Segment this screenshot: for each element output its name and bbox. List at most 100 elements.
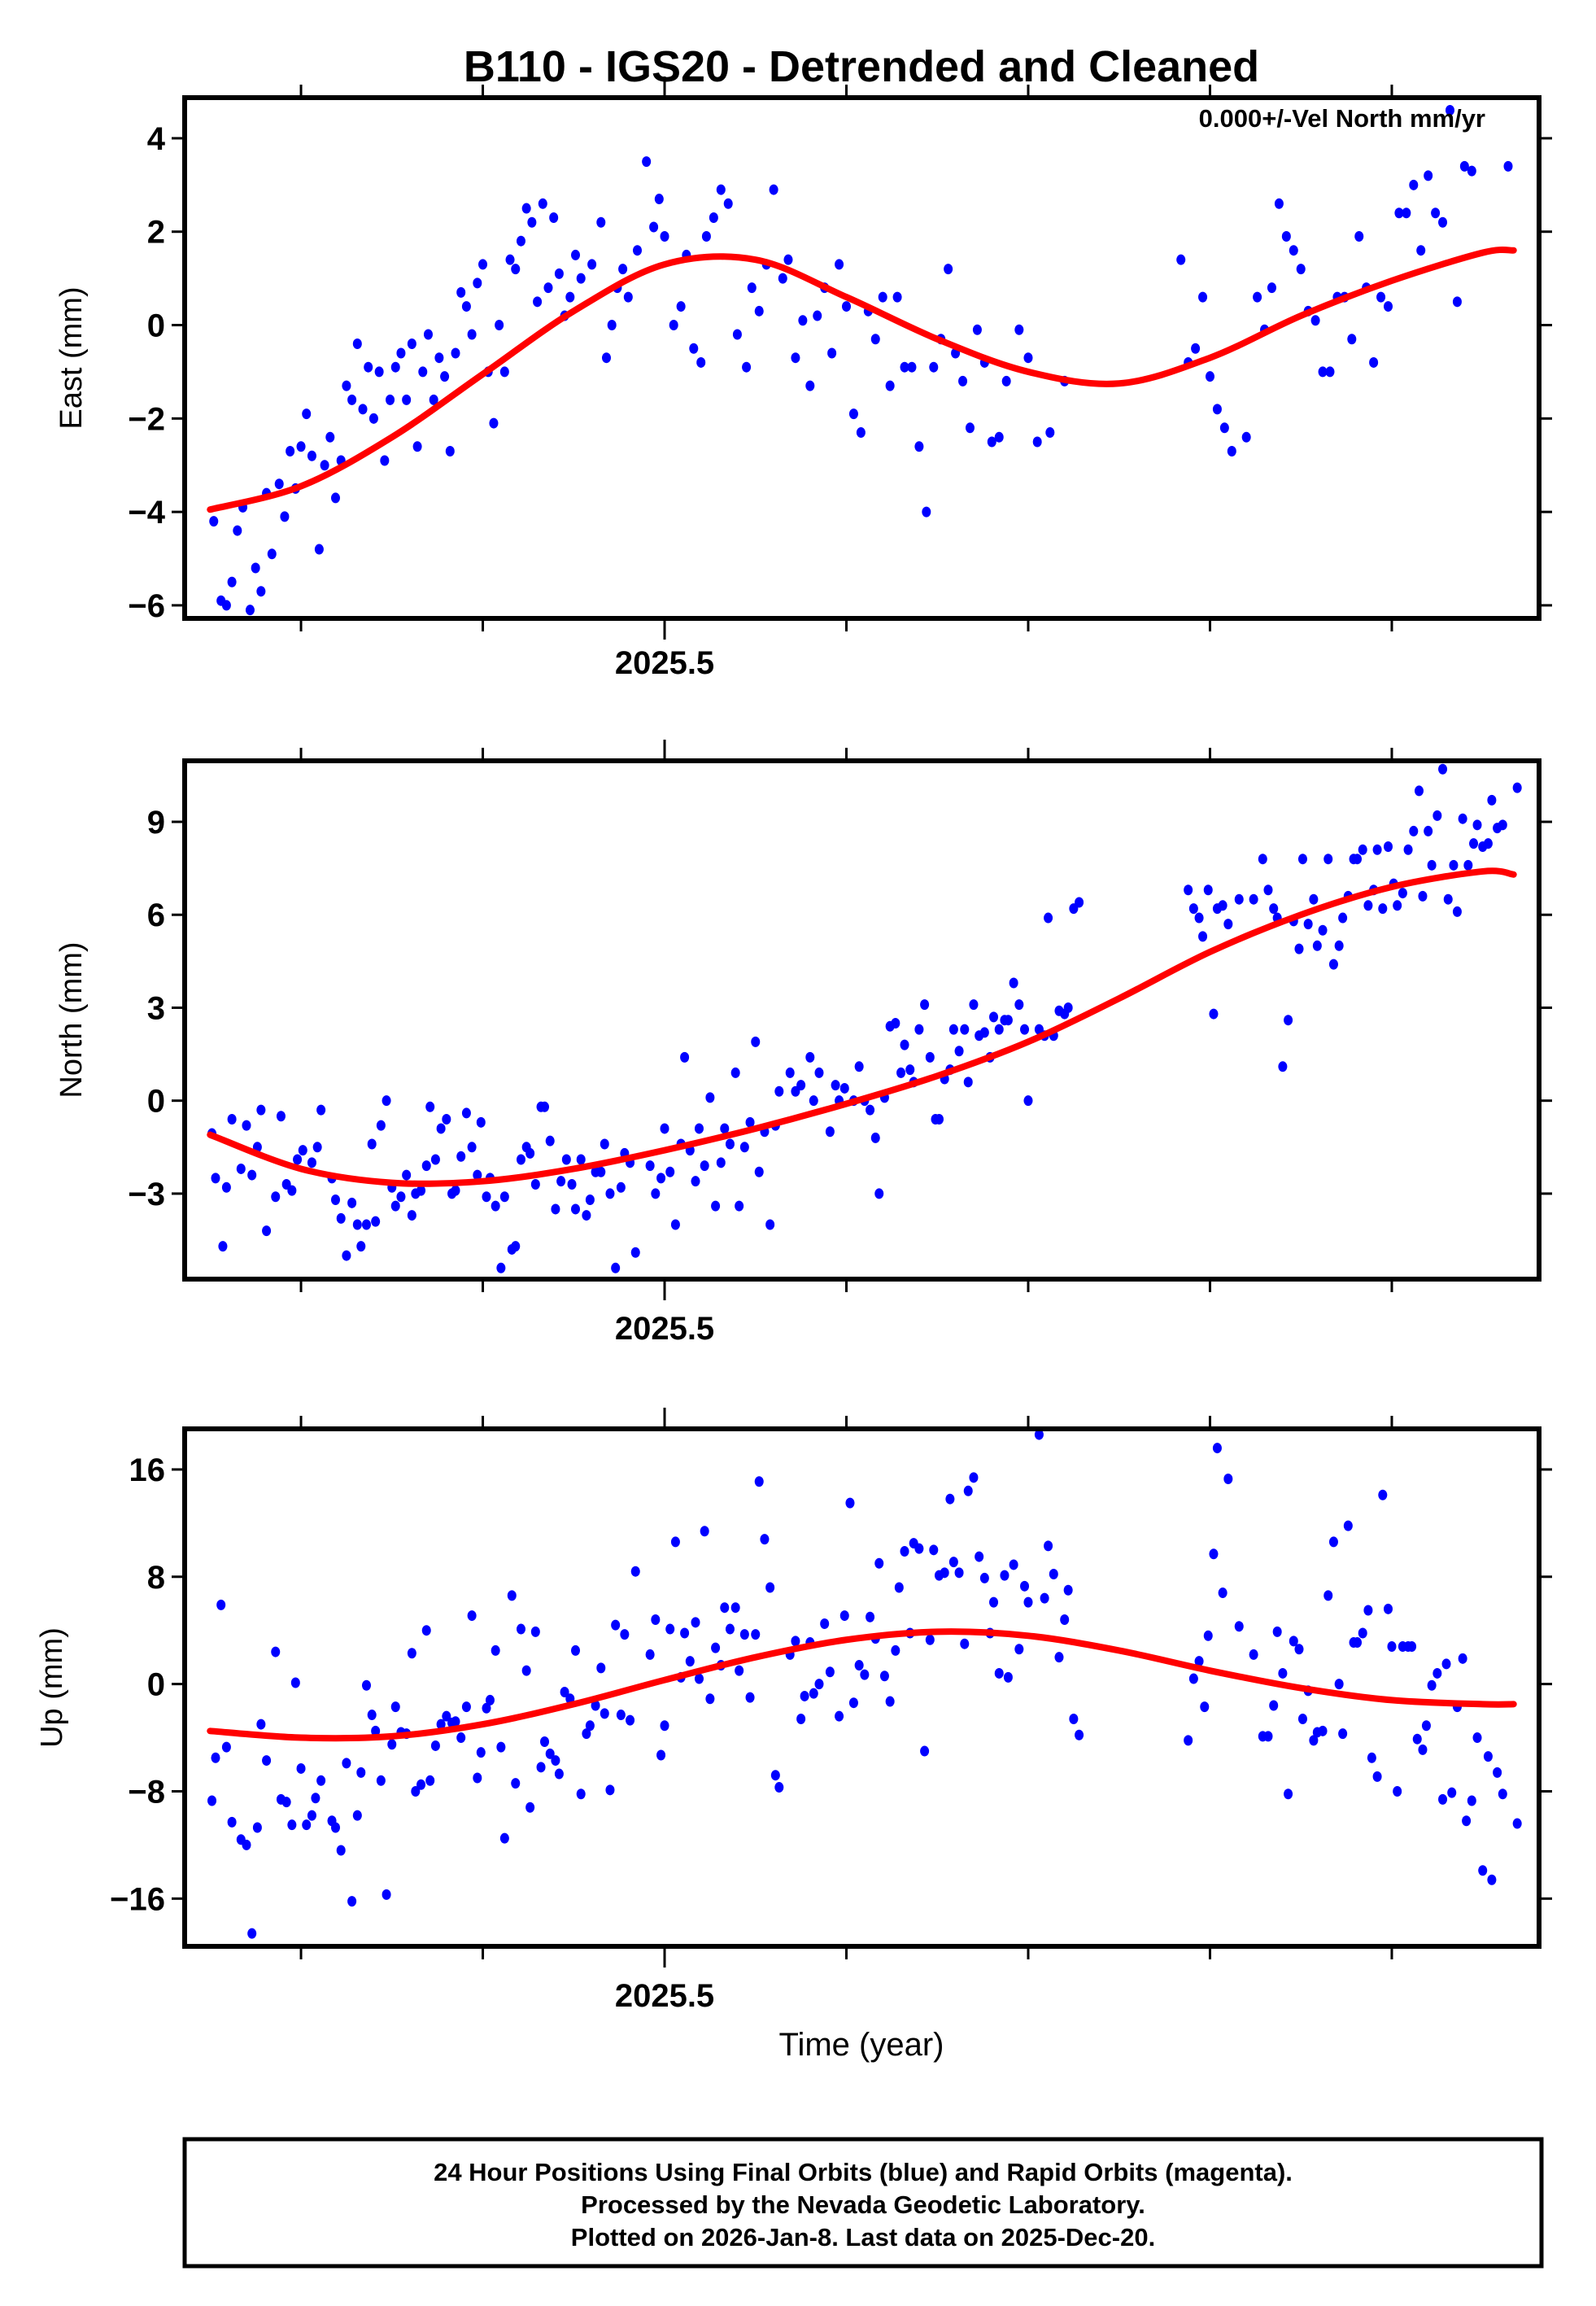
data-point — [1427, 859, 1437, 871]
data-point — [456, 1151, 466, 1162]
data-point — [1343, 1520, 1353, 1531]
data-point — [1023, 1596, 1033, 1608]
data-point — [1493, 1767, 1502, 1778]
y-tick-label: 0 — [147, 308, 165, 344]
data-point — [530, 1178, 540, 1190]
data-point — [914, 441, 924, 452]
data-point — [607, 320, 617, 331]
data-point — [820, 1618, 830, 1629]
data-point — [885, 380, 895, 391]
data-point — [1032, 436, 1042, 448]
data-point — [1191, 343, 1201, 354]
data-point — [601, 352, 611, 364]
plot-area — [207, 104, 1517, 616]
data-point — [491, 1644, 500, 1656]
data-point — [402, 1169, 412, 1181]
data-point — [1418, 890, 1428, 902]
data-point — [207, 1795, 217, 1806]
data-point — [407, 1648, 416, 1659]
data-point — [1438, 763, 1448, 775]
data-point — [696, 356, 706, 368]
data-point — [511, 264, 521, 275]
data-point — [723, 198, 733, 209]
data-point — [1427, 1679, 1437, 1691]
data-point — [896, 1067, 906, 1078]
data-point — [545, 1748, 555, 1759]
data-point — [765, 1582, 775, 1593]
data-point — [1020, 1024, 1030, 1035]
data-point — [1309, 1735, 1319, 1746]
data-point — [605, 1188, 615, 1199]
data-point — [1203, 1630, 1213, 1641]
data-point — [1418, 1744, 1428, 1755]
data-point — [870, 1132, 880, 1143]
data-point — [1512, 1818, 1522, 1829]
data-point — [1194, 1656, 1204, 1667]
data-point — [256, 1719, 266, 1730]
data-point — [227, 1816, 237, 1828]
data-point — [754, 305, 764, 317]
data-point — [1278, 1667, 1288, 1679]
data-point — [221, 600, 231, 611]
data-point — [336, 1212, 346, 1224]
data-point — [934, 1114, 944, 1125]
data-point — [587, 259, 597, 270]
data-point — [948, 1557, 958, 1568]
data-point — [969, 999, 979, 1011]
data-point — [1458, 813, 1467, 824]
data-point — [870, 334, 880, 345]
data-point — [1188, 903, 1198, 915]
data-point — [914, 1543, 924, 1554]
data-point — [600, 1708, 609, 1719]
data-point — [1060, 1614, 1070, 1626]
data-point — [754, 1166, 764, 1177]
data-point — [691, 1176, 700, 1187]
data-point — [866, 1104, 875, 1116]
data-point — [1441, 1658, 1451, 1670]
data-point — [554, 268, 564, 279]
y-tick-label: −16 — [110, 1881, 165, 1917]
east-panel: 2025.5 −6 −4 −2 0 2 4 East (mm) — [55, 76, 1552, 681]
data-point — [456, 286, 466, 298]
data-point — [533, 296, 543, 308]
data-point — [770, 1770, 780, 1781]
data-point — [825, 1666, 835, 1678]
data-point — [473, 277, 482, 289]
data-point — [900, 1039, 909, 1050]
data-point — [860, 1669, 870, 1680]
data-point — [1328, 1536, 1338, 1548]
data-point — [456, 1732, 466, 1744]
data-point — [491, 1200, 500, 1212]
data-point — [645, 1160, 655, 1172]
data-point — [252, 1822, 262, 1833]
data-point — [751, 1629, 761, 1640]
data-point — [670, 1219, 680, 1230]
data-point — [805, 380, 815, 391]
data-point — [848, 408, 858, 420]
data-point — [382, 1889, 391, 1900]
data-point — [891, 1644, 900, 1656]
data-point — [467, 1142, 477, 1153]
data-point — [551, 1203, 560, 1215]
data-point — [582, 1210, 591, 1221]
y-tick-label: 0 — [147, 1084, 165, 1120]
data-point — [1323, 1590, 1333, 1601]
data-point — [1263, 884, 1273, 896]
data-point — [1393, 900, 1402, 911]
data-point — [1294, 943, 1304, 954]
data-point — [892, 291, 902, 303]
data-point — [1318, 1725, 1328, 1736]
data-point — [538, 198, 547, 209]
data-point — [785, 1067, 795, 1078]
data-point — [1424, 825, 1433, 836]
data-point — [720, 1602, 730, 1614]
data-point — [314, 544, 324, 555]
data-point — [423, 329, 433, 340]
data-point — [530, 1626, 540, 1637]
data-point — [596, 1662, 606, 1674]
data-point — [1194, 912, 1204, 924]
data-point — [891, 1017, 900, 1029]
data-point — [656, 1749, 666, 1761]
y-tick-label: 16 — [129, 1452, 166, 1488]
data-point — [571, 1203, 581, 1215]
